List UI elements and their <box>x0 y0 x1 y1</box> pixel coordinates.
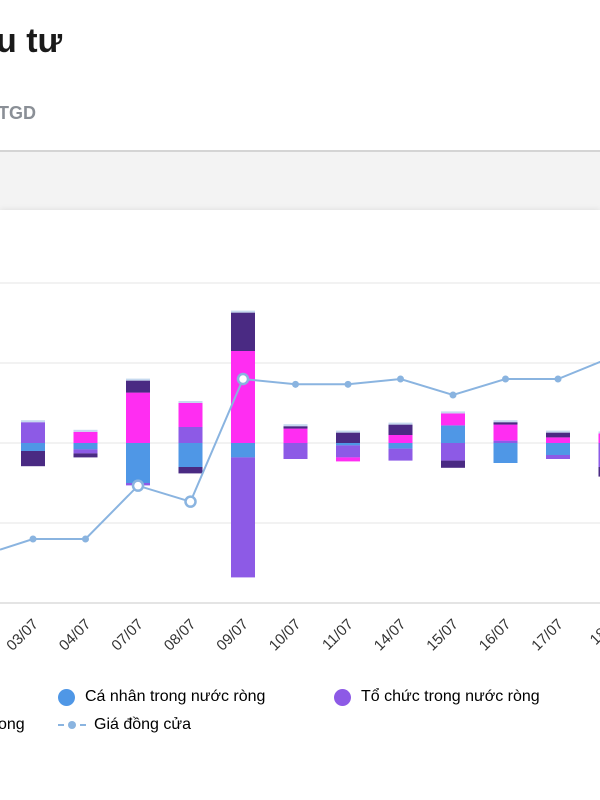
bar-cap <box>546 430 570 433</box>
page-header: u tư TGD <box>0 0 600 152</box>
bar-segment <box>231 457 255 578</box>
bar-segment <box>178 467 203 474</box>
bar-cap <box>21 420 45 423</box>
x-tick-label: 10/07 <box>266 616 305 655</box>
bar-segment <box>598 433 600 443</box>
bar-segment <box>336 445 360 458</box>
legend-label: Tổ chức trong nước ròng <box>361 688 540 705</box>
bar-segment <box>441 413 465 426</box>
bar-segment <box>388 443 413 449</box>
bar-segment <box>598 443 600 467</box>
bar-cap <box>336 430 360 433</box>
bar-cap <box>493 420 518 423</box>
x-tick-label: 09/07 <box>213 616 252 655</box>
bar-cap <box>441 411 465 414</box>
page-title: u tư <box>0 22 63 60</box>
bar-cap <box>598 431 600 434</box>
price-point <box>292 380 299 388</box>
bar-segment <box>388 424 413 435</box>
bar-segment <box>73 431 98 443</box>
x-tick-label: 03/07 <box>3 616 42 655</box>
legend-item-partial[interactable]: ong <box>0 716 25 734</box>
bar-segment <box>441 443 465 461</box>
bar-segment <box>546 455 570 459</box>
bar-cap <box>126 378 150 381</box>
bar-segment <box>178 403 203 427</box>
price-point <box>29 535 37 543</box>
price-point <box>502 375 509 383</box>
bar-segment <box>126 443 150 483</box>
legend-item-to-chuc[interactable]: Tổ chức trong nước ròng <box>334 688 540 706</box>
page-subtitle: TGD <box>0 103 36 123</box>
bar-segment <box>126 392 150 443</box>
legend-item-ca-nhan[interactable]: Cá nhân trong nước ròng <box>58 688 265 706</box>
bar-segment <box>21 443 45 451</box>
bar-segment <box>441 460 465 468</box>
bar-segment <box>126 380 150 393</box>
bar-segment <box>178 427 203 443</box>
bar-segment <box>546 443 570 455</box>
x-tick-label: 17/07 <box>528 616 567 655</box>
x-tick-label: 04/07 <box>56 616 95 655</box>
bar-segment <box>178 443 203 467</box>
price-point <box>82 535 89 543</box>
legend-item-gia-dong-cua[interactable]: Giá đồng cửa <box>58 716 191 734</box>
x-tick-label: 18/0 <box>587 616 600 649</box>
x-tick-label: 11/07 <box>319 616 357 654</box>
bar-segment <box>388 448 413 461</box>
x-tick-label: 08/07 <box>161 616 200 655</box>
price-point <box>449 391 457 399</box>
price-point <box>184 495 197 508</box>
bar-segment <box>283 443 308 459</box>
chart-plot: 03/07 04/07 07/07 08/07 09/07 10/07 11/07 14/07… <box>0 282 600 655</box>
bar-segment <box>283 426 308 429</box>
bar-cap <box>73 429 98 432</box>
price-point <box>131 479 145 492</box>
bar-segment <box>231 312 255 351</box>
price-point <box>397 375 404 383</box>
legend-label: ong <box>0 716 25 733</box>
bar-cap <box>178 401 203 403</box>
legend-dot-icon <box>58 688 75 706</box>
bar-segment <box>336 457 360 462</box>
x-tick-label: 16/07 <box>476 616 515 655</box>
bar-segment <box>73 449 98 454</box>
legend-label: Cá nhân trong nước ròng <box>85 688 266 705</box>
bar-segment <box>441 425 465 443</box>
price-point <box>344 380 352 388</box>
x-tick-label: 07/07 <box>108 616 147 655</box>
price-point <box>554 375 562 383</box>
bar-segment <box>283 428 308 443</box>
price-point <box>236 372 250 386</box>
bar-segment <box>388 435 413 443</box>
bar-segment <box>493 440 518 443</box>
bar-cap <box>231 310 255 313</box>
legend-dot-icon <box>334 688 351 706</box>
bar-segment <box>73 453 98 458</box>
bar-segment <box>546 432 570 438</box>
bar-segment <box>73 443 98 450</box>
legend-label: Giá đồng cửa <box>94 716 191 733</box>
bar-segment <box>231 443 255 458</box>
bar-segment <box>546 437 570 443</box>
line-marker-icon <box>58 720 86 730</box>
chart-card: 03/07 04/07 07/07 08/07 09/07 10/07 11/07 14/07… <box>0 210 600 800</box>
bar-segment <box>336 443 360 446</box>
bar-cap <box>283 424 308 427</box>
bar-segment <box>493 443 518 463</box>
x-tick-label: 14/07 <box>371 616 410 655</box>
bar-segment <box>493 424 518 441</box>
bar-cap <box>388 422 413 425</box>
bar-segment <box>493 422 518 425</box>
x-tick-label: 15/07 <box>423 616 462 655</box>
bar-segment <box>336 432 360 443</box>
bar-segment <box>21 422 45 443</box>
bar-segment <box>598 467 600 477</box>
bar-segment <box>21 451 45 467</box>
